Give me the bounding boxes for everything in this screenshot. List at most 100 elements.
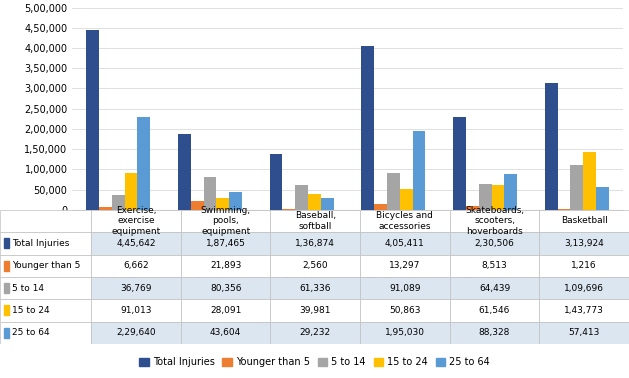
Bar [112, 195, 125, 210]
Bar [178, 134, 191, 210]
Bar [400, 189, 413, 210]
Bar [4, 261, 9, 271]
Text: 21,893: 21,893 [210, 261, 242, 270]
Text: Younger than 5: Younger than 5 [12, 261, 81, 270]
Bar [4, 238, 9, 248]
Bar [557, 209, 571, 210]
Bar [504, 174, 517, 210]
Bar [539, 322, 629, 344]
Bar [360, 322, 450, 344]
Text: 2,29,640: 2,29,640 [116, 328, 156, 337]
Text: Exercise,
exercise
equipment: Exercise, exercise equipment [111, 206, 160, 236]
Text: Skateboards,
scooters,
hoverboards: Skateboards, scooters, hoverboards [465, 206, 524, 236]
Text: 36,769: 36,769 [120, 284, 152, 293]
Bar [387, 173, 400, 210]
Bar [270, 210, 360, 232]
Text: 15 to 24: 15 to 24 [12, 306, 50, 315]
Bar [86, 29, 99, 210]
Bar [583, 152, 596, 210]
Bar [191, 201, 204, 210]
Text: Basketball: Basketball [560, 217, 608, 225]
Text: 3,13,924: 3,13,924 [564, 239, 604, 248]
Bar [479, 184, 491, 210]
Text: 61,336: 61,336 [299, 284, 331, 293]
Text: 39,981: 39,981 [299, 306, 331, 315]
Bar [0, 232, 91, 254]
Bar [539, 299, 629, 322]
Bar [4, 283, 9, 293]
Bar [4, 328, 9, 338]
Bar [181, 322, 270, 344]
Text: 1,36,874: 1,36,874 [296, 239, 335, 248]
Bar [453, 116, 466, 210]
Bar [360, 299, 450, 322]
Text: 43,604: 43,604 [210, 328, 242, 337]
Bar [539, 254, 629, 277]
Text: 80,356: 80,356 [210, 284, 242, 293]
Text: 13,297: 13,297 [389, 261, 421, 270]
Text: 5 to 14: 5 to 14 [12, 284, 44, 293]
Bar [450, 210, 539, 232]
Bar [413, 131, 425, 210]
Bar [181, 299, 270, 322]
Bar [229, 192, 242, 210]
Bar [539, 210, 629, 232]
Bar [270, 277, 360, 299]
Bar [571, 166, 583, 210]
Bar [295, 185, 308, 210]
Bar [450, 322, 539, 344]
Bar [450, 232, 539, 254]
Bar [0, 210, 91, 232]
Bar [0, 277, 91, 299]
Bar [360, 232, 450, 254]
Bar [181, 210, 270, 232]
Text: Baseball,
softball: Baseball, softball [295, 211, 336, 231]
Text: Bicycles and
accessories: Bicycles and accessories [377, 211, 433, 231]
Bar [91, 299, 181, 322]
Text: 1,43,773: 1,43,773 [564, 306, 604, 315]
Text: 25 to 64: 25 to 64 [12, 328, 50, 337]
Bar [545, 83, 557, 210]
Text: 2,30,506: 2,30,506 [475, 239, 515, 248]
Bar [204, 177, 216, 210]
Bar [360, 277, 450, 299]
Text: 1,87,465: 1,87,465 [206, 239, 245, 248]
Bar [321, 198, 334, 210]
Bar [125, 173, 138, 210]
Bar [4, 305, 9, 316]
Text: 91,089: 91,089 [389, 284, 421, 293]
Bar [99, 207, 112, 210]
Text: 4,05,411: 4,05,411 [385, 239, 425, 248]
Bar [308, 194, 321, 210]
Bar [374, 204, 387, 210]
Bar [270, 155, 282, 210]
Bar [0, 299, 91, 322]
Text: 2,560: 2,560 [303, 261, 328, 270]
Bar [0, 254, 91, 277]
Bar [181, 254, 270, 277]
Bar [91, 254, 181, 277]
Text: 1,09,696: 1,09,696 [564, 284, 604, 293]
Bar [270, 299, 360, 322]
Text: 6,662: 6,662 [123, 261, 149, 270]
Bar [450, 277, 539, 299]
Bar [360, 254, 450, 277]
Text: 64,439: 64,439 [479, 284, 510, 293]
Text: Total Injuries: Total Injuries [12, 239, 69, 248]
Bar [539, 277, 629, 299]
Text: 57,413: 57,413 [569, 328, 600, 337]
Text: 1,95,030: 1,95,030 [385, 328, 425, 337]
Bar [0, 322, 91, 344]
Text: 50,863: 50,863 [389, 306, 421, 315]
Text: Swimming,
pools,
equipment: Swimming, pools, equipment [201, 206, 251, 236]
Bar [596, 187, 609, 210]
Bar [91, 322, 181, 344]
Bar [91, 232, 181, 254]
Bar [450, 254, 539, 277]
Text: 88,328: 88,328 [479, 328, 510, 337]
Bar [216, 198, 229, 210]
Bar [138, 117, 150, 210]
Bar [361, 46, 374, 210]
Bar [270, 322, 360, 344]
Bar [91, 210, 181, 232]
